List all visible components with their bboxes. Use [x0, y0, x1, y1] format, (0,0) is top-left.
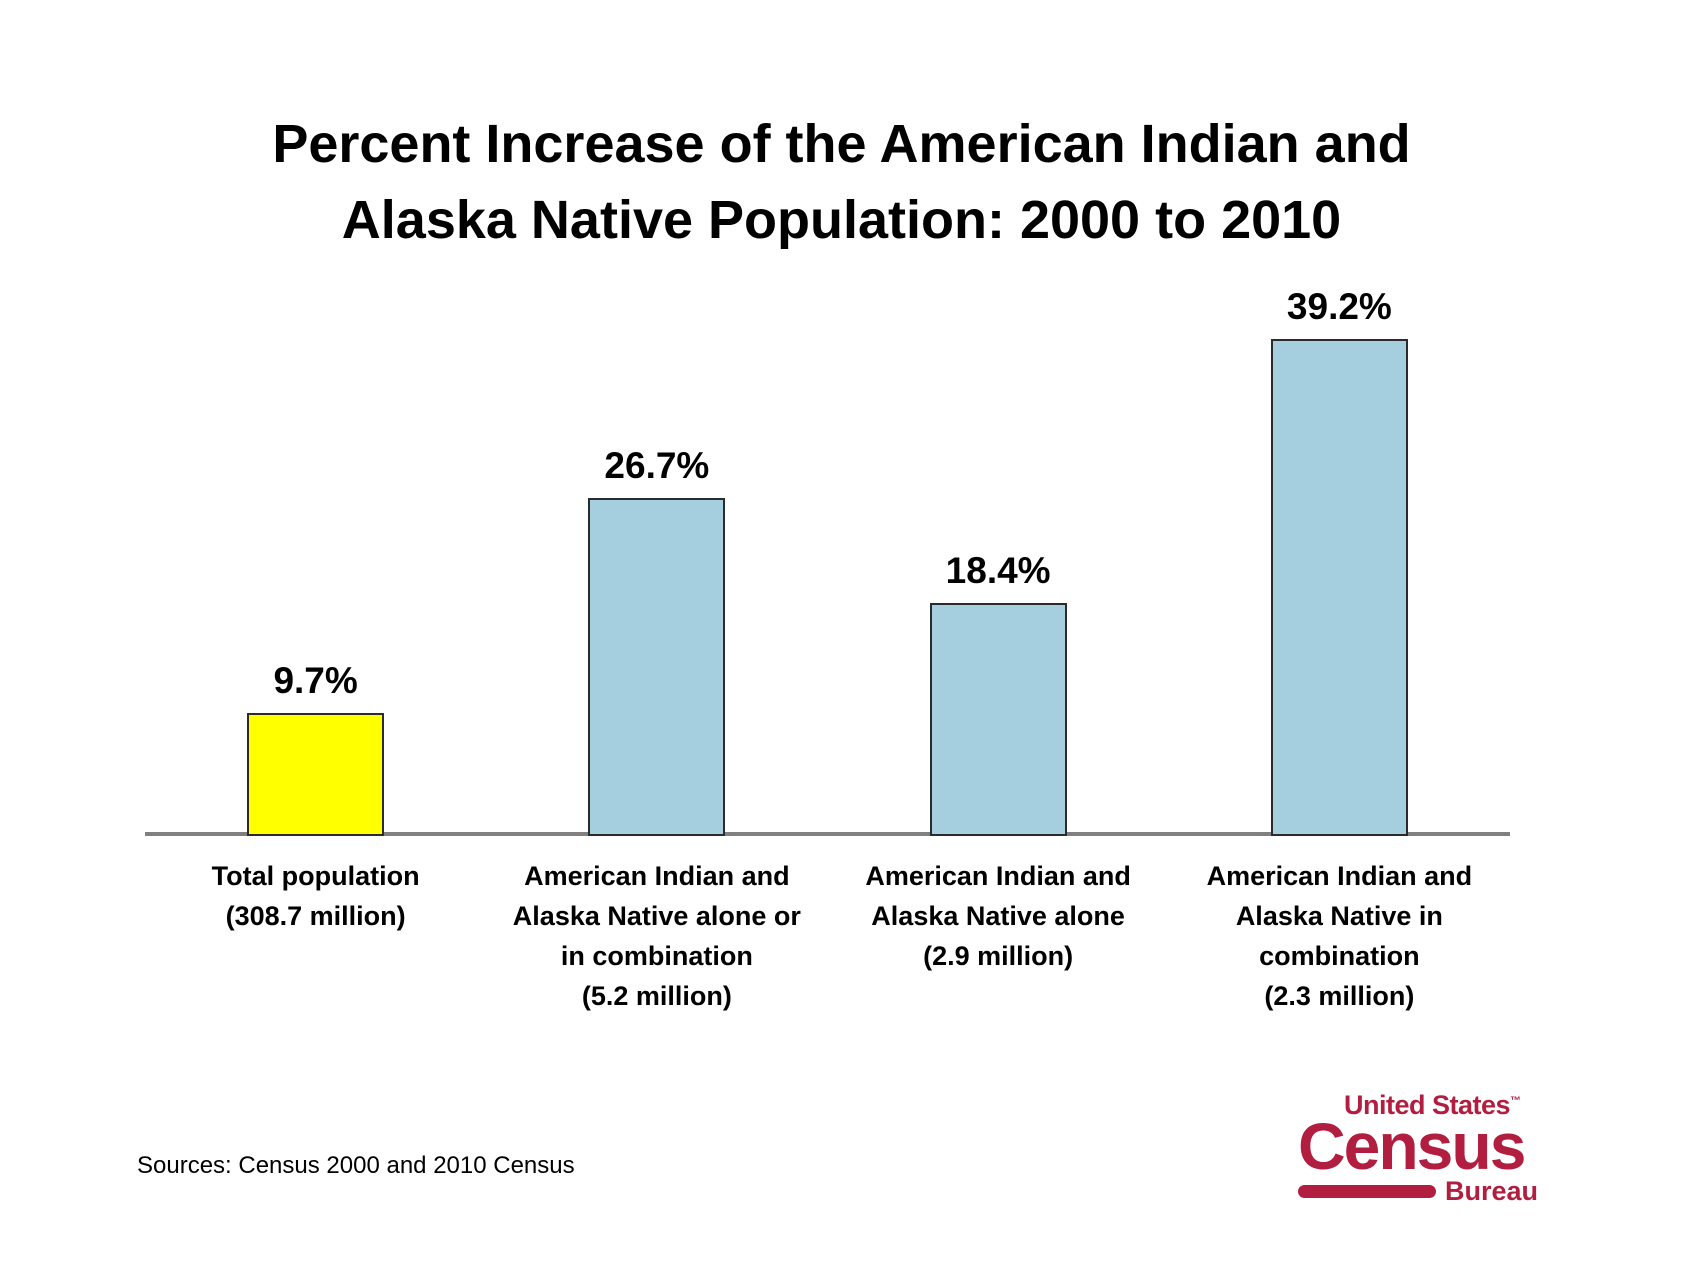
plot-area: 9.7% 26.7% 18.4% 39.2% [145, 287, 1510, 836]
category-label: American Indian and Alaska Native in com… [1206, 861, 1473, 1011]
bar [929, 602, 1067, 836]
logo-census-wordmark: Census [1298, 1109, 1526, 1183]
trademark-symbol: ™ [1510, 1095, 1521, 1107]
chart-title-line1: Percent Increase of the American Indian … [272, 114, 1411, 174]
category-label: American Indian and Alaska Native alone … [512, 861, 801, 1011]
chart-title-line2: Alaska Native Population: 2000 to 2010 [341, 190, 1342, 250]
category-labels: Total population (308.7 million) American… [145, 856, 1510, 1016]
logo-united-states: United States™ [1344, 1088, 1538, 1120]
chart-title: Percent Increase of the American Indian … [0, 106, 1683, 258]
logo-bottom-row: Bureau [1298, 1178, 1538, 1205]
bar-column: 26.7% [486, 291, 827, 836]
logo-united-states-text: United States [1344, 1090, 1511, 1120]
logo-bureau-text: Bureau [1444, 1176, 1538, 1206]
bar [1270, 339, 1408, 836]
bar [588, 497, 726, 836]
bar-column: 18.4% [828, 291, 1169, 836]
bar-value-label: 26.7% [604, 444, 710, 486]
bar-column: 39.2% [1169, 287, 1510, 836]
bar [247, 713, 385, 836]
bar-value-label: 9.7% [273, 660, 358, 702]
bar-value-label: 18.4% [945, 549, 1051, 591]
x-axis-line [145, 832, 1510, 836]
category-label: American Indian and Alaska Native alone … [865, 861, 1131, 971]
logo-underline-bar [1298, 1185, 1436, 1198]
category-label: Total population (308.7 million) [211, 861, 420, 931]
census-bureau-logo: United States™ Census Bureau [1298, 1088, 1538, 1205]
source-note: Sources: Census 2000 and 2010 Census [137, 1152, 575, 1179]
bar-column: 9.7% [145, 291, 486, 836]
bar-value-label: 39.2% [1286, 286, 1392, 328]
